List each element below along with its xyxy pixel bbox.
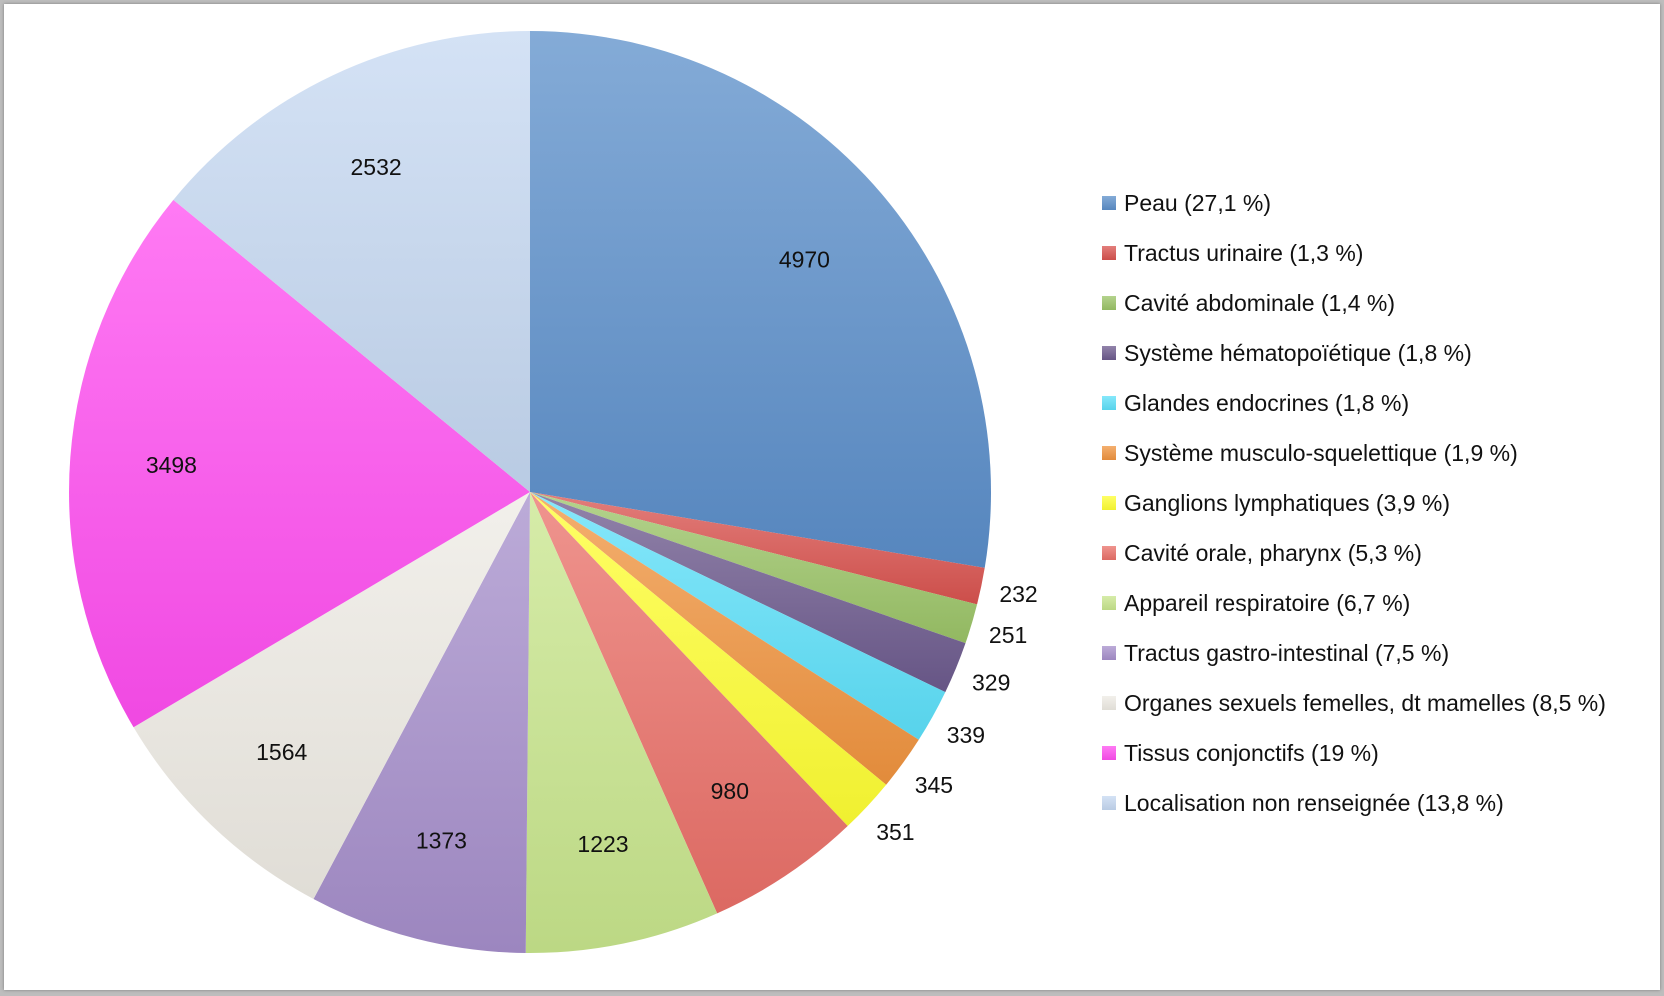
pie-slice (313, 492, 530, 953)
slice-data-label: 329 (972, 669, 1010, 695)
slice-data-label: 345 (915, 772, 953, 798)
legend-swatch (1102, 796, 1116, 810)
legend-label: Glandes endocrines (1,8 %) (1124, 389, 1410, 416)
legend-label: Localisation non renseignée (13,8 %) (1124, 789, 1504, 816)
legend-item: Cavité abdominale (1,4 %) (1102, 278, 1606, 328)
legend-label: Système musculo-squelettique (1,9 %) (1124, 439, 1518, 466)
slice-data-label: 232 (999, 581, 1037, 607)
legend-item: Localisation non renseignée (13,8 %) (1102, 778, 1606, 828)
legend-swatch (1102, 646, 1116, 660)
legend-item: Système hématopoïétique (1,8 %) (1102, 328, 1606, 378)
pie-slice (530, 492, 919, 785)
pie-slice (530, 492, 887, 827)
legend-item: Tractus urinaire (1,3 %) (1102, 228, 1606, 278)
slice-data-label: 339 (947, 722, 985, 748)
legend-swatch (1102, 746, 1116, 760)
legend-swatch (1102, 196, 1116, 210)
legend: Peau (27,1 %) Tractus urinaire (1,3 %) Cav… (1102, 178, 1606, 828)
slice-data-label: 1373 (416, 828, 467, 854)
pie-slice (133, 492, 530, 899)
pie-slice (69, 199, 530, 728)
legend-label: Tractus gastro-intestinal (7,5 %) (1124, 639, 1450, 666)
legend-swatch (1102, 446, 1116, 460)
legend-label: Cavité orale, pharynx (5,3 %) (1124, 539, 1422, 566)
legend-item: Tractus gastro-intestinal (7,5 %) (1102, 628, 1606, 678)
legend-label: Système hématopoïétique (1,8 %) (1124, 339, 1472, 366)
legend-item: Tissus conjonctifs (19 %) (1102, 728, 1606, 778)
legend-item: Organes sexuels femelles, dt mamelles (8… (1102, 678, 1606, 728)
legend-swatch (1102, 296, 1116, 310)
slice-data-label: 980 (711, 778, 749, 804)
legend-item: Appareil respiratoire (6,7 %) (1102, 578, 1606, 628)
pie-slice (530, 492, 946, 740)
legend-label: Cavité abdominale (1,4 %) (1124, 289, 1396, 316)
pie-slice (173, 31, 530, 492)
legend-label: Tractus urinaire (1,3 %) (1124, 239, 1364, 266)
slice-data-label: 3498 (146, 452, 197, 478)
legend-swatch (1102, 246, 1116, 260)
chart-frame: 4970 232 251 329 339 345 351 980 1223 1373 1564 349… (4, 4, 1660, 990)
legend-swatch (1102, 346, 1116, 360)
pie-slice (530, 492, 985, 605)
pie-slices (69, 31, 992, 953)
legend-label: Ganglions lymphatiques (3,9 %) (1124, 489, 1450, 516)
pie-slice (525, 492, 718, 953)
legend-swatch (1102, 546, 1116, 560)
legend-item: Ganglions lymphatiques (3,9 %) (1102, 478, 1606, 528)
pie-slice (530, 492, 978, 644)
legend-swatch (1102, 396, 1116, 410)
slice-data-label: 4970 (779, 247, 830, 273)
legend-label: Peau (27,1 %) (1124, 189, 1272, 216)
legend-item: Système musculo-squelettique (1,9 %) (1102, 428, 1606, 478)
pie-slice (530, 492, 848, 914)
pie-slice (530, 31, 992, 568)
legend-item: Peau (27,1 %) (1102, 178, 1606, 228)
legend-label: Appareil respiratoire (6,7 %) (1124, 589, 1411, 616)
pie-slice (530, 492, 966, 693)
slice-data-label: 2532 (351, 154, 402, 180)
legend-item: Glandes endocrines (1,8 %) (1102, 378, 1606, 428)
slice-data-label: 1564 (256, 739, 307, 765)
slice-data-label: 351 (876, 819, 914, 845)
slice-data-label: 251 (989, 622, 1027, 648)
legend-label: Tissus conjonctifs (19 %) (1124, 739, 1379, 766)
legend-item: Cavité orale, pharynx (5,3 %) (1102, 528, 1606, 578)
legend-label: Organes sexuels femelles, dt mamelles (8… (1124, 689, 1606, 716)
legend-swatch (1102, 696, 1116, 710)
legend-swatch (1102, 596, 1116, 610)
slice-data-label: 1223 (577, 831, 628, 857)
legend-swatch (1102, 496, 1116, 510)
